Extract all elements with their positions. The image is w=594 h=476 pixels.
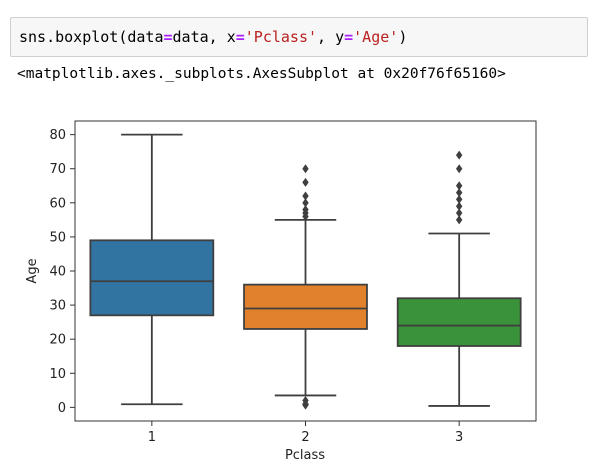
code-equals-3: = bbox=[344, 28, 354, 46]
code-equals-1: = bbox=[163, 28, 173, 46]
box-iqr bbox=[243, 283, 368, 330]
x-axis: 1 2 3 bbox=[148, 421, 463, 445]
outlier-marker bbox=[302, 164, 309, 174]
outlier-marker bbox=[302, 396, 309, 406]
box-group-pclass-2 bbox=[243, 164, 368, 410]
box-group-pclass-1 bbox=[89, 133, 215, 406]
x-tick-label: 3 bbox=[455, 430, 463, 445]
outlier-marker bbox=[302, 198, 309, 208]
outlier-marker bbox=[455, 164, 463, 174]
x-axis-label: Pclass bbox=[285, 448, 325, 463]
output-repr: <matplotlib.axes._subplots.AxesSubplot a… bbox=[17, 66, 506, 82]
y-tick-label: 30 bbox=[49, 299, 66, 314]
outlier-marker bbox=[455, 194, 463, 204]
code-fn: sns.boxplot(data bbox=[19, 28, 164, 46]
code-string-pclass: 'Pclass' bbox=[244, 28, 318, 46]
x-tick-label: 2 bbox=[301, 430, 309, 445]
outlier-marker bbox=[302, 205, 309, 215]
outlier-marker bbox=[302, 191, 309, 201]
y-tick-label: 0 bbox=[58, 401, 66, 416]
y-tick-label: 10 bbox=[49, 367, 66, 382]
box-group-pclass-3 bbox=[396, 150, 522, 407]
outlier-marker bbox=[455, 215, 463, 225]
outlier-marker bbox=[302, 177, 309, 187]
y-tick-label: 70 bbox=[49, 162, 66, 177]
code-sep: , y bbox=[317, 28, 345, 46]
code-string-age: 'Age' bbox=[353, 28, 399, 46]
code-cell[interactable]: sns.boxplot(data=data, x='Pclass', y='Ag… bbox=[10, 17, 588, 57]
y-axis-label: Age bbox=[25, 258, 40, 283]
code-equals-2: = bbox=[235, 28, 245, 46]
outlier-marker bbox=[455, 181, 463, 191]
code-close: ) bbox=[398, 28, 408, 46]
x-tick-label: 1 bbox=[148, 430, 156, 445]
y-tick-label: 80 bbox=[49, 128, 66, 143]
box-iqr bbox=[396, 297, 522, 347]
y-tick-label: 40 bbox=[49, 265, 66, 280]
y-tick-label: 20 bbox=[49, 333, 66, 348]
y-tick-label: 50 bbox=[49, 230, 66, 245]
y-tick-label: 60 bbox=[49, 196, 66, 211]
box-iqr bbox=[89, 239, 215, 317]
code-arg1: data, x bbox=[172, 28, 236, 46]
box-series bbox=[89, 133, 522, 410]
outlier-marker bbox=[455, 201, 463, 211]
y-axis: 0 10 20 30 40 50 60 70 80 bbox=[49, 128, 75, 416]
outlier-marker bbox=[455, 150, 463, 160]
outlier-marker bbox=[455, 208, 463, 218]
outlier-marker bbox=[455, 188, 463, 198]
